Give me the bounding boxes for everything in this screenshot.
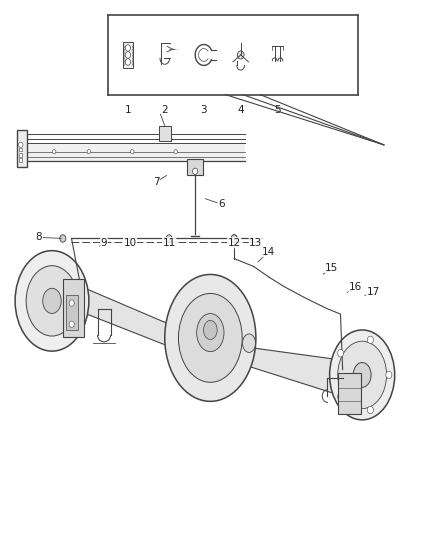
Bar <box>19 153 22 157</box>
Text: 12: 12 <box>228 238 241 248</box>
Bar <box>63 279 84 337</box>
Bar <box>123 42 133 68</box>
Circle shape <box>237 51 244 59</box>
Ellipse shape <box>330 330 395 420</box>
Ellipse shape <box>204 320 217 340</box>
Text: 17: 17 <box>366 287 380 297</box>
Text: 6: 6 <box>218 199 225 209</box>
Ellipse shape <box>197 313 224 352</box>
Bar <box>159 126 171 141</box>
Bar <box>17 130 27 167</box>
Text: 13: 13 <box>249 238 262 248</box>
Ellipse shape <box>243 334 255 352</box>
Text: 15: 15 <box>325 263 339 272</box>
Circle shape <box>53 150 56 154</box>
Text: 4: 4 <box>237 105 244 115</box>
Text: 8: 8 <box>35 232 42 243</box>
Circle shape <box>338 350 344 357</box>
Ellipse shape <box>338 341 387 409</box>
Circle shape <box>125 59 131 65</box>
Text: 10: 10 <box>124 238 137 248</box>
Circle shape <box>131 150 134 154</box>
Ellipse shape <box>43 288 61 313</box>
Text: 14: 14 <box>262 247 276 257</box>
Ellipse shape <box>15 251 89 351</box>
Circle shape <box>69 321 74 327</box>
Circle shape <box>367 406 374 414</box>
Circle shape <box>166 235 172 242</box>
Text: 16: 16 <box>349 281 362 292</box>
Circle shape <box>125 52 131 58</box>
Ellipse shape <box>178 294 242 382</box>
Circle shape <box>18 142 23 148</box>
Text: 5: 5 <box>274 105 281 115</box>
Circle shape <box>193 168 198 174</box>
Polygon shape <box>85 288 172 348</box>
Ellipse shape <box>26 266 78 336</box>
Text: 2: 2 <box>162 105 168 115</box>
Circle shape <box>338 393 344 400</box>
Circle shape <box>60 235 66 242</box>
Text: 3: 3 <box>201 105 207 115</box>
Ellipse shape <box>353 362 371 387</box>
Text: 7: 7 <box>153 177 159 187</box>
Polygon shape <box>249 348 334 393</box>
Circle shape <box>367 336 374 344</box>
Circle shape <box>69 300 74 306</box>
Circle shape <box>386 371 392 378</box>
Text: 1: 1 <box>124 105 131 115</box>
Bar <box>338 373 360 414</box>
Bar <box>19 148 22 151</box>
Ellipse shape <box>165 274 256 401</box>
Polygon shape <box>24 143 245 161</box>
Bar <box>187 159 203 175</box>
Text: 11: 11 <box>162 238 176 248</box>
Circle shape <box>231 235 237 242</box>
Bar <box>66 295 78 329</box>
Bar <box>19 158 22 162</box>
Circle shape <box>231 235 237 242</box>
Circle shape <box>87 150 91 154</box>
Text: 9: 9 <box>101 238 107 248</box>
Circle shape <box>174 150 177 154</box>
Circle shape <box>125 45 131 51</box>
